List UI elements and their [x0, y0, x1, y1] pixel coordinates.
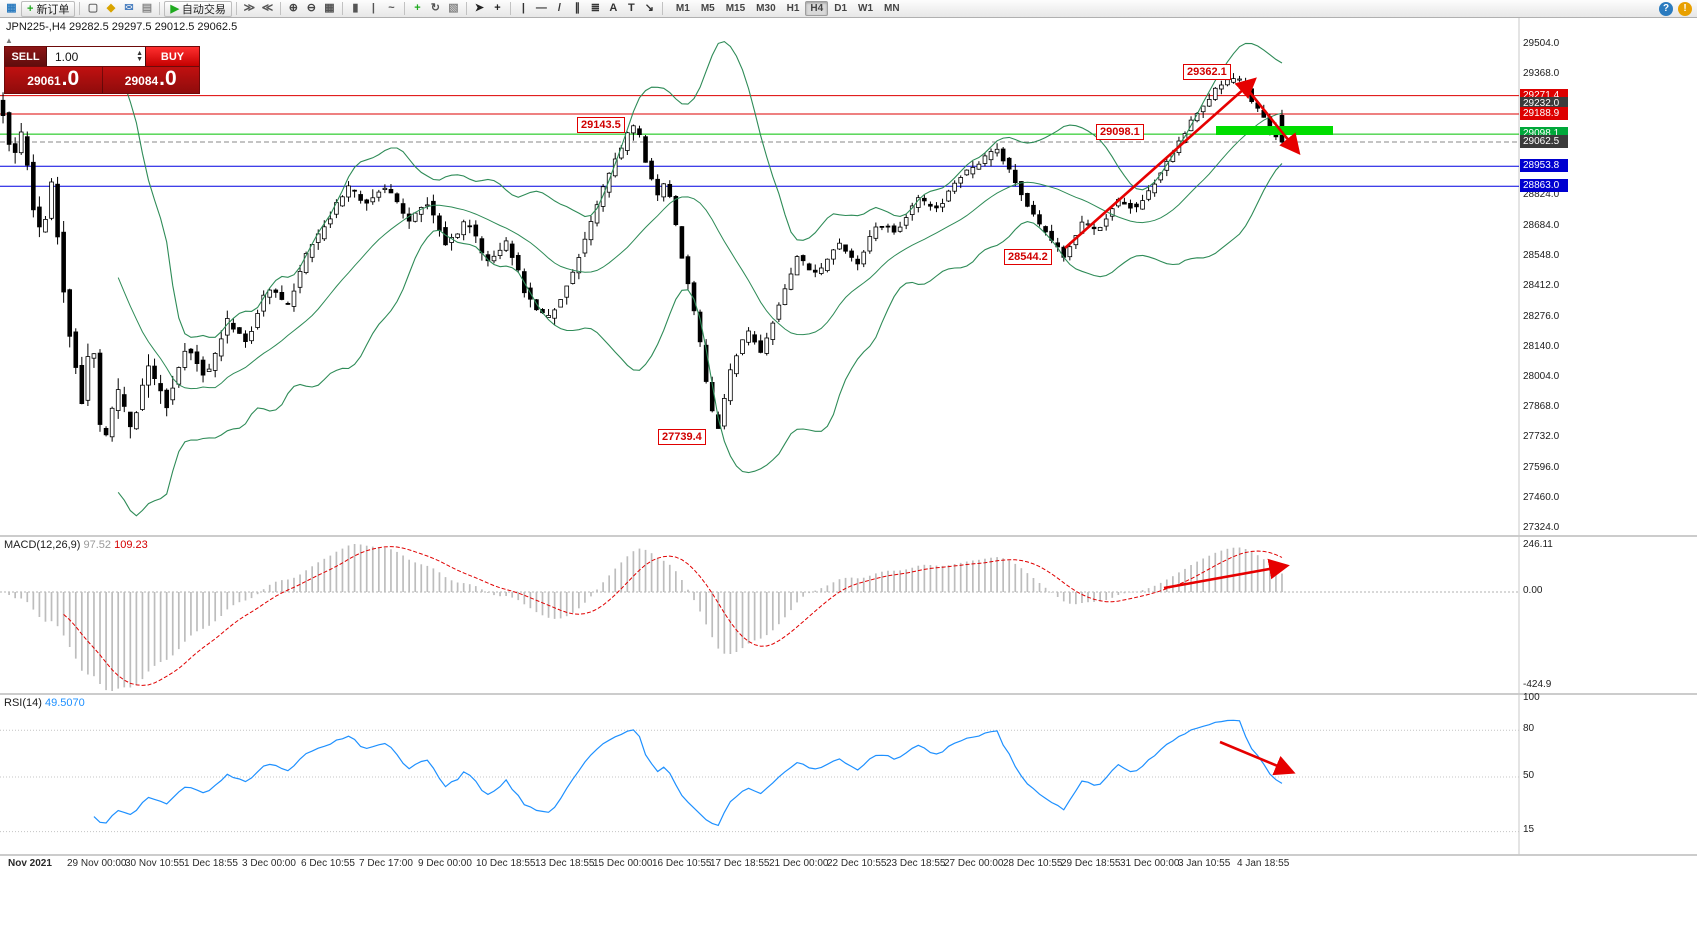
fibonacci-icon[interactable]: ≣: [590, 2, 601, 14]
arrows-tool-icon[interactable]: ↘: [644, 2, 655, 14]
timeframe-h4[interactable]: H4: [805, 1, 829, 16]
trade-buttons-row: SELL 1.00 ▲ ▼ BUY: [4, 46, 200, 67]
volume-up-icon[interactable]: ▲: [136, 49, 143, 57]
rsi-indicator-label: RSI(14) 49.5070: [4, 697, 85, 709]
toolbar-separator: [509, 2, 511, 15]
timeframe-h1[interactable]: H1: [786, 3, 800, 14]
macd-indicator-label: MACD(12,26,9) 97.52 109.23: [4, 539, 148, 551]
toolbar-separator: [79, 2, 81, 15]
volume-value[interactable]: 1.00: [55, 49, 79, 64]
periods-icon[interactable]: ↻: [430, 2, 441, 14]
help-icon[interactable]: ?: [1659, 1, 1673, 16]
trendline-icon[interactable]: /: [557, 2, 561, 14]
timeframe-m1[interactable]: M1: [675, 3, 690, 14]
macd-signal-value: 109.23: [114, 539, 148, 551]
vertical-line-icon[interactable]: |: [521, 2, 525, 14]
terminal-icon[interactable]: ▦: [6, 2, 17, 14]
chart-window-icon[interactable]: ▢: [87, 2, 99, 14]
crosshair-icon[interactable]: +: [494, 2, 501, 14]
timeframe-d1[interactable]: D1: [834, 3, 848, 14]
toolbar-separator: [159, 2, 161, 15]
toolbar-separator: [341, 2, 343, 15]
timeframe-group: M1 M5 M15 M30 H1 H4 D1 W1 MN: [671, 1, 905, 16]
rsi-name: RSI(14): [4, 697, 42, 709]
toolbar-separator: [279, 2, 281, 15]
tile-windows-icon[interactable]: ▦: [324, 2, 335, 14]
timeframe-m30[interactable]: M30: [756, 3, 776, 14]
ask-price[interactable]: 29084.0: [124, 67, 177, 90]
horizontal-line-icon[interactable]: —: [535, 2, 547, 14]
bid-price[interactable]: 29061.0: [5, 67, 103, 93]
zoom-in-icon[interactable]: ⊕: [288, 2, 299, 14]
volume-stepper[interactable]: 1.00 ▲ ▼: [47, 47, 145, 66]
toolbar-separator: [403, 2, 405, 15]
notification-icon[interactable]: !: [1678, 1, 1692, 16]
line-view-icon[interactable]: ~: [388, 2, 395, 14]
timeframe-m15[interactable]: M15: [725, 3, 746, 14]
label-icon[interactable]: T: [628, 2, 635, 14]
toolbar-separator: [235, 2, 237, 15]
bars-view-icon[interactable]: |: [371, 2, 375, 14]
sell-button[interactable]: SELL: [5, 47, 47, 66]
timeframe-m5[interactable]: M5: [700, 3, 715, 14]
autotrading-button[interactable]: ▶ 自动交易: [164, 0, 232, 17]
mailbox-icon[interactable]: ✉: [124, 2, 134, 14]
market-watch-icon[interactable]: ▤: [141, 2, 153, 14]
zoom-out-icon[interactable]: ⊖: [306, 2, 317, 14]
toolbar-separator: [465, 2, 467, 15]
rsi-value: 49.5070: [44, 697, 85, 709]
volume-spin-buttons[interactable]: ▲ ▼: [136, 49, 143, 63]
one-click-trading-panel: ▲ SELL 1.00 ▲ ▼ BUY 29061.0 29084.0: [4, 37, 200, 94]
buy-button[interactable]: BUY: [145, 47, 199, 66]
chart-shift-icon[interactable]: ≪: [261, 2, 274, 14]
new-order-button[interactable]: + 新订单: [21, 0, 76, 17]
main-toolbar: ▦ + 新订单 ▢ ◆ ✉ ▤ ▶ 自动交易 ≫ ≪ ⊕ ⊖ ▦ ▮ | ~ + ↻ ▧ ➤ + | — / ∥ ≣ A T ↘ M1 M5 M…: [0, 0, 1697, 18]
symbol-quote-line: JPN225-,H4 29282.5 29297.5 29012.5 29062…: [6, 21, 238, 33]
volume-down-icon[interactable]: ▼: [136, 55, 143, 63]
text-icon[interactable]: A: [609, 2, 618, 14]
toolbar-separator: [661, 2, 663, 15]
channel-icon[interactable]: ∥: [574, 2, 581, 14]
indicators-icon[interactable]: +: [414, 2, 421, 14]
trade-prices-row: 29061.0 29084.0: [4, 67, 200, 94]
macd-name: MACD(12,26,9): [4, 539, 81, 551]
candles-view-icon[interactable]: ▮: [352, 2, 359, 14]
profiles-icon[interactable]: ◆: [106, 2, 116, 14]
timeframe-w1[interactable]: W1: [858, 3, 874, 14]
timeframe-mn[interactable]: MN: [884, 3, 900, 14]
collapse-arrow-icon[interactable]: ▲: [5, 36, 13, 45]
cursor-icon[interactable]: ➤: [474, 2, 485, 14]
templates-icon[interactable]: ▧: [448, 2, 459, 14]
scroll-to-end-icon[interactable]: ≫: [243, 2, 256, 14]
macd-main-value: 97.52: [83, 539, 112, 551]
